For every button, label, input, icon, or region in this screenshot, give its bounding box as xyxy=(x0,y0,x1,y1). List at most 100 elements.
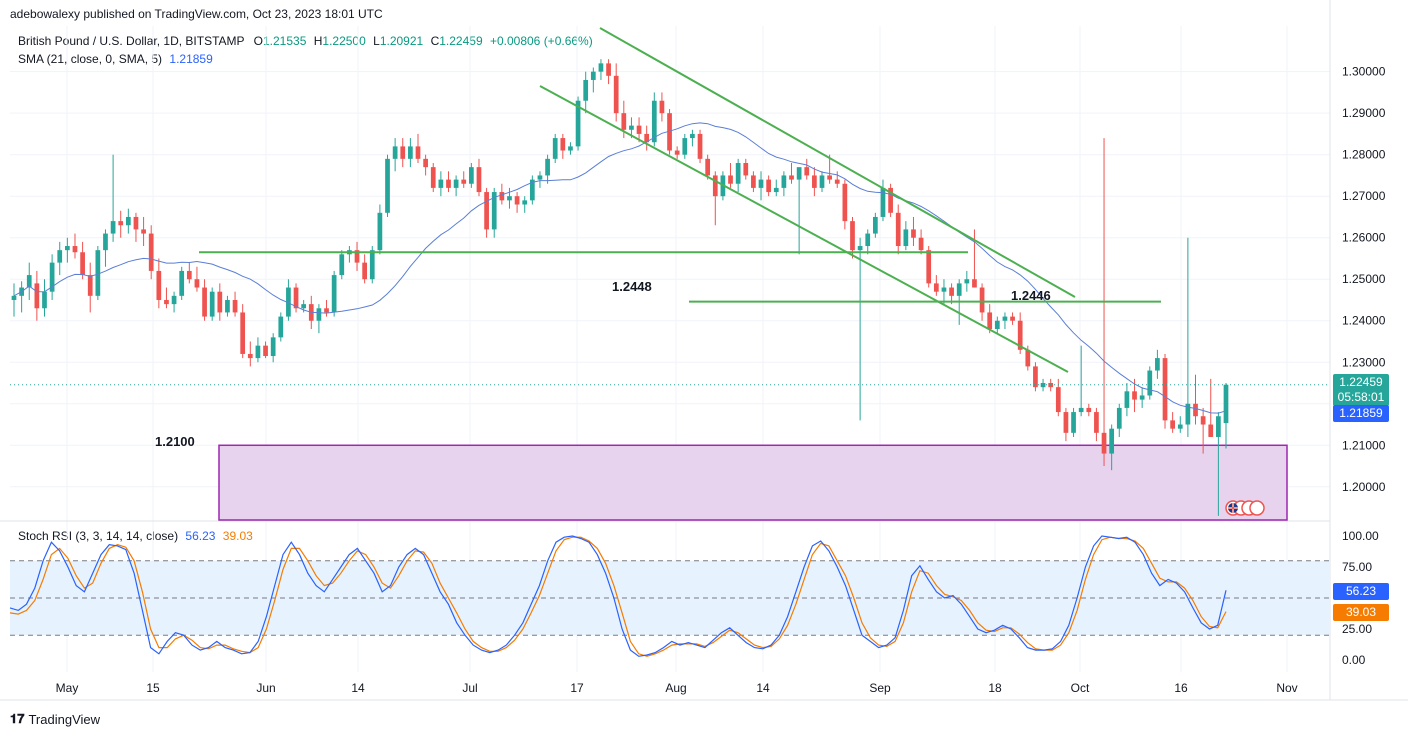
candle-body xyxy=(827,175,832,180)
price-tick-label: 1.28000 xyxy=(1342,148,1386,162)
support-label: 1.2100 xyxy=(155,434,195,449)
candles-group xyxy=(11,59,1229,516)
price-tick-label: 1.27000 xyxy=(1342,189,1386,203)
price-tick-label: 1.23000 xyxy=(1342,355,1386,369)
time-tick-label: 14 xyxy=(756,681,770,695)
candle-body xyxy=(804,167,810,176)
stoch-label[interactable]: Stoch RSI (3, 3, 14, 14, close) xyxy=(18,529,179,543)
candle-body xyxy=(1124,391,1130,408)
candle-body xyxy=(491,192,497,230)
candle-body xyxy=(392,146,398,159)
stoch-rsi-pane: 100.00 75.00 25.00 0.00 xyxy=(9,529,1379,667)
candle-body xyxy=(552,138,558,159)
candle-body xyxy=(331,275,337,313)
candle-body xyxy=(240,312,246,354)
price-axis[interactable]: 1.30000 1.29000 1.28000 1.27000 1.26000 1.250… xyxy=(1342,65,1386,494)
sma-value: 1.21859 xyxy=(169,52,213,66)
time-tick-label: Aug xyxy=(665,681,686,695)
price-tick-label: 1.29000 xyxy=(1342,106,1386,120)
candle-body xyxy=(324,308,329,313)
candle-body xyxy=(1055,387,1061,413)
candle-body xyxy=(819,175,825,188)
ohlc-c-label: C xyxy=(430,34,440,48)
candle-body xyxy=(773,187,779,193)
candle-body xyxy=(461,179,467,184)
stoch-d-line xyxy=(9,536,1227,657)
candle-body xyxy=(583,79,589,101)
candle-body xyxy=(888,187,893,213)
candle-body xyxy=(857,246,863,251)
candle-body xyxy=(1139,395,1145,400)
candle-body xyxy=(354,250,360,263)
candle-body xyxy=(476,167,482,193)
candle-body xyxy=(339,254,345,276)
candle-body xyxy=(1223,384,1229,424)
candle-body xyxy=(949,287,954,296)
ohlc-l-label: L xyxy=(373,34,380,48)
candle-body xyxy=(1216,416,1221,437)
trend-lines xyxy=(199,27,1161,373)
trend-line xyxy=(599,27,1076,298)
price-tick-label: 1.30000 xyxy=(1342,65,1386,79)
sma-legend: SMA (21, close, 0, SMA, 5) 1.21859 xyxy=(18,52,213,66)
candle-body xyxy=(118,221,124,226)
candle-body xyxy=(1193,403,1198,417)
tradingview-logo-icon: 𝟏𝟕 xyxy=(10,711,25,726)
candle-body xyxy=(690,133,695,139)
price-tick-label: 1.25000 xyxy=(1342,272,1386,286)
price-tick-label: 1.20000 xyxy=(1342,480,1386,494)
price-tick-label: 1.21000 xyxy=(1342,438,1386,452)
candle-body xyxy=(247,353,253,359)
candle-body xyxy=(789,175,794,180)
candle-body xyxy=(674,150,680,155)
candle-body xyxy=(979,287,985,313)
candle-body xyxy=(301,304,307,309)
ohlc-open: 1.21535 xyxy=(263,34,307,48)
rsi-tick-label: 25.00 xyxy=(1342,622,1372,636)
time-tick-label: Oct xyxy=(1071,681,1090,695)
candle-body xyxy=(796,167,802,180)
candle-body xyxy=(1162,358,1168,421)
footer-brand[interactable]: TradingView xyxy=(28,711,101,727)
candle-body xyxy=(751,175,756,188)
candle-body xyxy=(941,287,947,292)
candle-body xyxy=(164,299,169,305)
candle-body xyxy=(87,275,93,296)
candle-body xyxy=(42,291,47,309)
ohlc-close: 1.22459 xyxy=(439,34,483,48)
candle-body xyxy=(232,299,238,313)
candle-body xyxy=(171,295,177,305)
flag-marker-icon[interactable] xyxy=(1225,500,1265,516)
candle-body xyxy=(270,337,276,357)
candle-body xyxy=(1170,420,1176,429)
candle-body xyxy=(682,138,688,155)
candle-body xyxy=(400,146,406,159)
level-a-label: 1.2448 xyxy=(612,279,652,294)
candle-body xyxy=(1177,424,1183,429)
candle-body xyxy=(529,179,535,201)
time-tick-label: Jul xyxy=(462,681,477,695)
support-zone xyxy=(218,444,1288,521)
candle-body xyxy=(72,246,78,253)
candle-body xyxy=(598,63,604,72)
time-tick-label: 16 xyxy=(1174,681,1188,695)
sma-label[interactable]: SMA (21, close, 0, SMA, 5) xyxy=(18,52,163,66)
ohlc-low: 1.20921 xyxy=(379,34,424,48)
candle-body xyxy=(1109,428,1115,454)
candle-body xyxy=(1101,432,1107,454)
time-tick-label: 17 xyxy=(570,681,584,695)
symbol-legend: British Pound / U.S. Dollar, 1D, BITSTAM… xyxy=(18,34,593,48)
stoch-k-tag: 56.23 xyxy=(1333,583,1389,600)
time-tick-label: May xyxy=(56,681,79,695)
candle-body xyxy=(484,192,489,230)
candle-body xyxy=(278,316,284,338)
trend-line xyxy=(539,85,1069,373)
candle-body xyxy=(1147,370,1153,396)
time-axis[interactable]: May 15 Jun 14 Jul 17 Aug 14 Sep 18 Oct 16 Nov xyxy=(56,681,1298,695)
candle-body xyxy=(148,233,154,271)
symbol-title[interactable]: British Pound / U.S. Dollar, 1D, BITSTAM… xyxy=(18,34,245,48)
candle-body xyxy=(812,175,817,188)
stoch-d-tag: 39.03 xyxy=(1333,604,1389,621)
candle-body xyxy=(834,179,840,184)
